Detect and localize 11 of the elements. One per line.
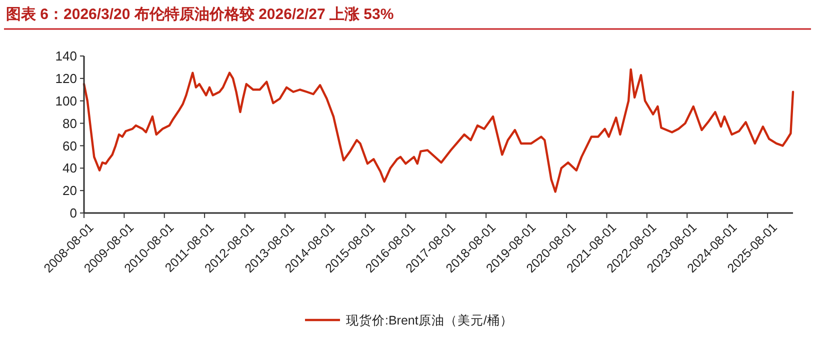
y-tick-label: 0	[70, 206, 77, 221]
y-tick-label: 140	[55, 48, 77, 64]
y-tick-label: 60	[62, 138, 77, 154]
y-tick-label: 80	[62, 116, 77, 131]
y-tick-label: 40	[62, 160, 77, 176]
y-tick-label: 120	[55, 70, 77, 86]
line-series	[82, 68, 794, 193]
y-tick-label: 20	[62, 183, 77, 198]
chart-title: 图表 6：2026/3/20 布伦特原油价格较 2026/2/27 上涨 53%	[6, 6, 394, 23]
y-tick-label: 100	[55, 93, 77, 108]
legend-label: 现货价:Brent原油（美元/桶）	[346, 312, 513, 328]
